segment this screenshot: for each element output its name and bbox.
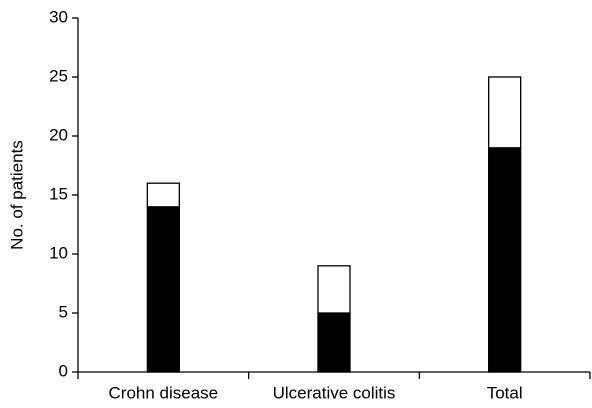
y-tick-label: 10 [49, 243, 68, 262]
y-tick-label: 25 [49, 66, 68, 85]
x-tick-label: Crohn disease [109, 383, 219, 402]
y-tick-label: 0 [59, 361, 68, 380]
bar-segment [488, 76, 522, 149]
bar-segment [146, 182, 180, 208]
y-tick-label: 5 [59, 302, 68, 321]
bar-segment [146, 206, 180, 373]
y-tick-label: 15 [49, 184, 68, 203]
bar-segment [488, 147, 522, 373]
x-tick-label: Total [487, 383, 523, 402]
y-axis-label: No. of patients [7, 140, 26, 250]
bar-segment [317, 312, 351, 373]
y-tick-label: 30 [49, 7, 68, 26]
y-tick-label: 20 [49, 125, 68, 144]
bar-segment [317, 265, 351, 314]
x-tick-label: Ulcerative colitis [273, 383, 396, 402]
